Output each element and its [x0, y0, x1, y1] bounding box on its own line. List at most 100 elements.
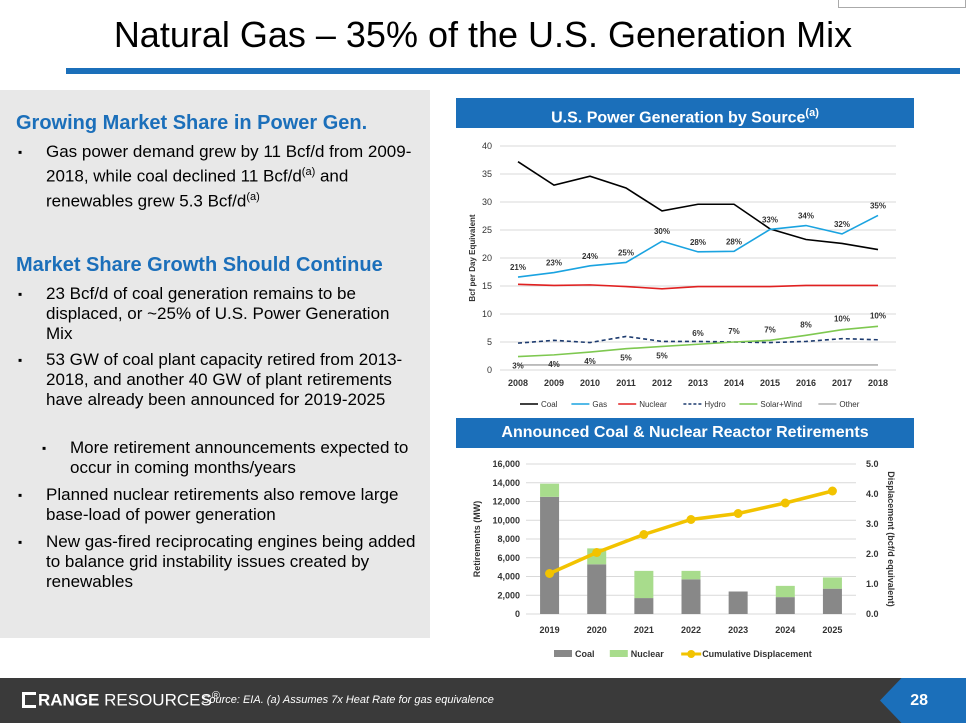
chart2-title: Announced Coal & Nuclear Reactor Retirem…: [456, 418, 914, 448]
title-underline: [66, 68, 960, 74]
x-tick-label: 2016: [796, 378, 816, 388]
data-label-renewables: 7%: [728, 327, 740, 336]
y-tick-label: 6,000: [497, 553, 520, 563]
bar-coal: [587, 564, 607, 614]
y-tick-label: 25: [482, 225, 492, 235]
point-cumulative-displacement: [733, 509, 743, 518]
x-tick-label: 2012: [652, 378, 672, 388]
bullet-mark: ▪: [42, 441, 47, 455]
point-cumulative-displacement: [686, 515, 696, 524]
y2-tick-label: 5.0: [866, 459, 879, 469]
x-tick-label: 2015: [760, 378, 780, 388]
x-tick-label: 2021: [634, 625, 654, 635]
bullet-nuclear-retirements: ▪ Planned nuclear retirements also remov…: [18, 485, 399, 524]
bar-coal: [775, 597, 795, 614]
data-label-gas: 25%: [618, 248, 634, 257]
bullet-gas-demand: ▪ Gas power demand grew by 11 Bcf/d from…: [18, 142, 412, 211]
logo-mark-icon: [22, 691, 36, 708]
legend-label: Hydro: [704, 400, 726, 409]
y-tick-label: 10,000: [492, 515, 520, 525]
legend-label: Solar+Wind: [760, 400, 802, 409]
x-tick-label: 2019: [540, 625, 560, 635]
y-tick-label: 0: [515, 609, 520, 619]
data-label-gas: 30%: [654, 227, 670, 236]
x-tick-label: 2011: [616, 378, 636, 388]
bullet-mark: ▪: [18, 353, 23, 367]
point-cumulative-displacement: [639, 530, 649, 539]
legend-label: Nuclear: [631, 649, 665, 659]
data-label-renewables: 8%: [800, 320, 812, 329]
source-note: Source: EIA. (a) Assumes 7x Heat Rate fo…: [202, 694, 494, 706]
y2-tick-label: 4.0: [866, 489, 879, 499]
company-logo: RANGE RESOURCES®: [22, 690, 220, 711]
x-tick-label: 2013: [688, 378, 708, 388]
point-cumulative-displacement: [545, 569, 555, 578]
sub-bullet-more-announcements: ▪ More retirement announcements expected…: [42, 438, 409, 477]
y2-tick-label: 0.0: [866, 609, 879, 619]
data-label-renewables: 4%: [548, 360, 560, 369]
legend-label: Gas: [592, 400, 607, 409]
y-tick-label: 16,000: [492, 459, 520, 469]
chart1-title: U.S. Power Generation by Source(a): [456, 98, 914, 128]
y-tick-label: 40: [482, 141, 492, 151]
data-label-renewables: 3%: [512, 362, 524, 371]
x-tick-label: 2008: [508, 378, 528, 388]
series-line-solar-wind: [517, 325, 879, 358]
data-label-gas: 24%: [582, 252, 598, 261]
series-line-nuclear: [517, 283, 878, 290]
bullet-mark: ▪: [18, 287, 23, 301]
data-label-renewables: 4%: [584, 357, 596, 366]
bullet-recip-engines: ▪ New gas-fired reciprocating engines be…: [18, 532, 416, 591]
y-tick-label: 2,000: [497, 590, 520, 600]
y2-axis-label: Displacement (bcf/d equivalent): [886, 471, 896, 607]
y2-tick-label: 3.0: [866, 519, 879, 529]
x-tick-label: 2014: [724, 378, 744, 388]
y-tick-label: 20: [482, 253, 492, 263]
y2-tick-label: 1.0: [866, 579, 879, 589]
legend-label: Nuclear: [639, 400, 667, 409]
footer: RANGE RESOURCES® Source: EIA. (a) Assume…: [0, 678, 966, 723]
data-label-gas: 34%: [798, 212, 814, 221]
bar-coal: [634, 598, 654, 614]
bar-nuclear: [634, 570, 654, 599]
series-line-hydro: [517, 335, 879, 344]
legend-label: Coal: [575, 649, 595, 659]
data-label-renewables: 10%: [834, 315, 850, 324]
bar-coal: [728, 591, 748, 614]
y-tick-label: 15: [482, 281, 492, 291]
bar-coal: [540, 496, 560, 614]
data-label-gas: 35%: [870, 201, 886, 210]
x-tick-label: 2010: [580, 378, 600, 388]
data-label-renewables: 7%: [764, 325, 776, 334]
x-tick-label: 2024: [775, 625, 795, 635]
legend-swatch-marker: [687, 650, 696, 658]
y-axis-label: Retirements (MW): [472, 501, 482, 578]
bullet-coal-remaining: ▪ 23 Bcf/d of coal generation remains to…: [18, 284, 390, 343]
section-heading-growth-continue: Market Share Growth Should Continue: [16, 254, 383, 276]
x-tick-label: 2022: [681, 625, 701, 635]
y-tick-label: 30: [482, 197, 492, 207]
x-tick-label: 2025: [822, 625, 842, 635]
page-number: 28: [880, 678, 966, 723]
y2-tick-label: 2.0: [866, 549, 879, 559]
data-label-renewables: 5%: [620, 354, 632, 363]
x-tick-label: 2018: [868, 378, 888, 388]
x-tick-label: 2023: [728, 625, 748, 635]
data-label-gas: 28%: [726, 237, 742, 246]
legend-label: Coal: [541, 400, 558, 409]
point-cumulative-displacement: [827, 486, 837, 496]
point-cumulative-displacement: [780, 498, 790, 508]
data-label-gas: 32%: [834, 220, 850, 229]
section-heading-growing: Growing Market Share in Power Gen.: [16, 112, 368, 134]
series-line-gas: [517, 214, 879, 278]
x-tick-label: 2009: [544, 378, 564, 388]
bar-nuclear: [775, 585, 795, 598]
data-label-renewables: 6%: [692, 329, 704, 338]
bullet-mark: ▪: [18, 145, 23, 159]
y-tick-label: 12,000: [492, 497, 520, 507]
y-tick-label: 14,000: [492, 478, 520, 488]
x-tick-label: 2017: [832, 378, 852, 388]
corner-frame: [838, 0, 966, 8]
left-text-panel: Growing Market Share in Power Gen. ▪ Gas…: [0, 90, 430, 638]
y-tick-label: 10: [482, 309, 492, 319]
